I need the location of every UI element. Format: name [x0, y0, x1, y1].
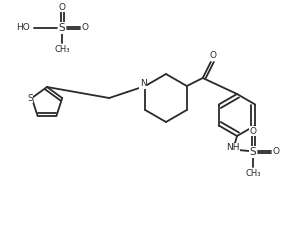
Text: O: O	[59, 2, 66, 12]
Text: N: N	[140, 79, 147, 89]
Text: NH: NH	[226, 143, 240, 153]
Text: S: S	[27, 93, 33, 103]
Text: O: O	[273, 148, 279, 156]
Text: S: S	[250, 147, 256, 157]
Text: O: O	[209, 50, 216, 60]
Text: S: S	[59, 23, 65, 33]
Text: O: O	[249, 126, 257, 136]
Text: CH₃: CH₃	[245, 169, 261, 178]
Text: HO: HO	[16, 24, 30, 32]
Text: CH₃: CH₃	[54, 45, 70, 53]
Text: O: O	[82, 24, 88, 32]
